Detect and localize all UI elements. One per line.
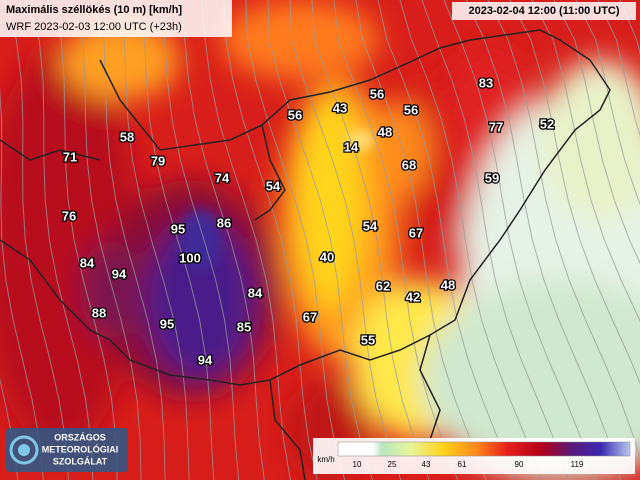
station-value: 84 xyxy=(80,255,95,270)
streamline xyxy=(333,0,459,480)
station-value: 95 xyxy=(171,221,185,236)
station-value: 48 xyxy=(378,124,392,139)
station-value: 77 xyxy=(489,119,503,134)
station-value: 86 xyxy=(217,215,231,230)
streamline xyxy=(487,0,640,462)
station-value: 68 xyxy=(402,157,416,172)
streamline xyxy=(3,0,69,480)
streamline xyxy=(157,0,240,480)
logo-line: SZOLGÁLAT xyxy=(53,456,108,466)
logo-line: METEOROLÓGIAI xyxy=(42,443,119,454)
station-value: 94 xyxy=(198,352,213,367)
streamline xyxy=(531,0,640,323)
streamline xyxy=(311,0,430,480)
streamline xyxy=(135,0,215,480)
station-value: 14 xyxy=(344,139,359,154)
station-value: 42 xyxy=(406,289,420,304)
legend-tick: 61 xyxy=(458,460,467,469)
streamline xyxy=(399,0,542,480)
station-value: 95 xyxy=(160,316,174,331)
streamline xyxy=(201,0,291,480)
borders xyxy=(0,29,611,480)
station-value: 76 xyxy=(62,208,76,223)
station-value: 88 xyxy=(92,305,106,320)
streamline xyxy=(289,0,402,480)
streamline xyxy=(421,0,569,480)
legend-tick: 25 xyxy=(388,460,397,469)
station-value: 56 xyxy=(404,102,418,117)
station-value: 84 xyxy=(248,285,263,300)
logo-line: ORSZÁGOS xyxy=(54,432,106,442)
station-value: 54 xyxy=(363,218,378,233)
streamline xyxy=(377,0,515,480)
station-value: 48 xyxy=(441,277,455,292)
streamline xyxy=(179,0,265,480)
header: Maximális széllökés (10 m) [km/h] WRF 20… xyxy=(0,0,636,37)
streamline xyxy=(69,0,142,480)
station-value: 94 xyxy=(112,266,127,281)
streamline xyxy=(465,0,621,480)
legend-tick: 90 xyxy=(515,460,524,469)
station-value: 56 xyxy=(288,107,302,122)
streamline xyxy=(0,87,44,480)
station-value: 58 xyxy=(120,129,134,144)
legend: km/h 10 25 43 61 90 119 xyxy=(313,438,635,474)
station-value: 62 xyxy=(376,278,390,293)
streamline xyxy=(575,0,640,206)
station-value: 85 xyxy=(237,319,251,334)
streamline xyxy=(509,0,640,385)
station-value: 100 xyxy=(179,250,201,265)
station-value: 71 xyxy=(63,149,77,164)
streamline xyxy=(113,0,190,480)
streamline xyxy=(355,0,487,480)
valid-time: 2023-02-04 12:00 (11:00 UTC) xyxy=(468,5,619,17)
station-value: 55 xyxy=(361,332,375,347)
streamline xyxy=(267,0,373,480)
streamline xyxy=(25,0,94,480)
station-value: 43 xyxy=(333,100,347,115)
station-value: 52 xyxy=(540,116,554,131)
streamline xyxy=(597,0,640,137)
station-value: 79 xyxy=(151,153,165,168)
station-value: 56 xyxy=(370,86,384,101)
streamline xyxy=(443,0,596,480)
legend-unit: km/h xyxy=(317,455,334,464)
station-value: 67 xyxy=(303,309,317,324)
streamline xyxy=(245,0,346,480)
station-labels: 58 71 79 74 54 76 86 95 100 84 94 88 84 95 85 94 67 55 40 5… xyxy=(60,74,555,369)
subtitle: WRF 2023-02-03 12:00 UTC (+23h) xyxy=(6,21,182,33)
station-value: 54 xyxy=(266,178,281,193)
logo: ORSZÁGOS METEOROLÓGIAI SZOLGÁLAT xyxy=(6,428,128,472)
station-value: 40 xyxy=(320,249,334,264)
station-value: 59 xyxy=(485,170,499,185)
legend-tick: 119 xyxy=(571,460,584,469)
streamline xyxy=(47,0,118,480)
streamline xyxy=(553,0,640,265)
station-value: 83 xyxy=(479,75,493,90)
legend-tick: 43 xyxy=(422,460,431,469)
streamline xyxy=(0,378,19,480)
streamline xyxy=(223,0,318,480)
legend-tick: 10 xyxy=(353,460,362,469)
station-value: 67 xyxy=(409,225,423,240)
title: Maximális széllökés (10 m) [km/h] xyxy=(6,4,182,16)
streamline xyxy=(91,0,166,480)
station-value: 74 xyxy=(215,170,230,185)
